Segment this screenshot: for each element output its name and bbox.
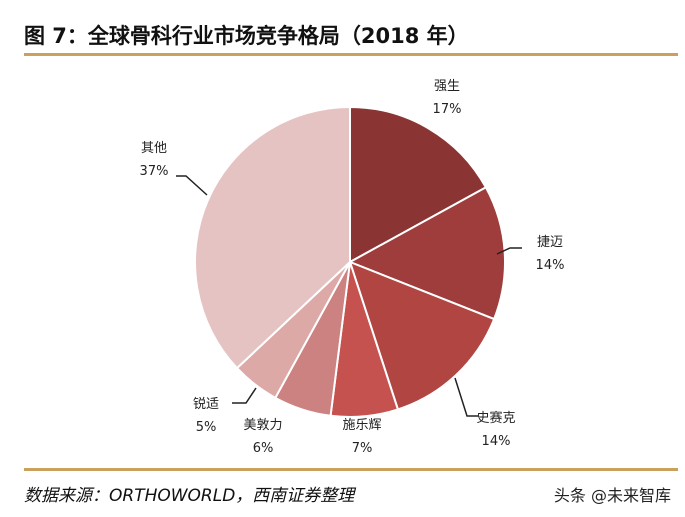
- value-label-史赛克: 14%: [482, 434, 511, 449]
- pie-slice-强生: [349, 105, 488, 264]
- category-label-美敦力: 美敦力: [243, 417, 282, 433]
- value-label-施乐辉: 7%: [352, 441, 373, 456]
- value-label-美敦力: 6%: [253, 441, 274, 456]
- value-label-强生: 17%: [433, 102, 462, 117]
- leader-line-其他: [176, 175, 208, 196]
- figure-title: 图 7：全球骨科行业市场竞争格局（2018 年）: [24, 24, 469, 48]
- value-label-锐适: 5%: [196, 420, 217, 435]
- leader-line-锐适: [232, 387, 257, 404]
- pie-slice-捷迈: [347, 185, 506, 321]
- category-label-史赛克: 史赛克: [476, 410, 515, 426]
- value-label-其他: 37%: [140, 164, 169, 179]
- category-label-施乐辉: 施乐辉: [342, 418, 381, 433]
- leader-line-捷迈: [496, 247, 522, 255]
- title-divider: [24, 53, 678, 56]
- value-label-捷迈: 14%: [536, 258, 565, 273]
- category-label-其他: 其他: [141, 141, 167, 156]
- watermark: 头条 @未来智库: [553, 486, 671, 505]
- category-label-捷迈: 捷迈: [537, 235, 563, 250]
- category-label-强生: 强生: [434, 79, 460, 94]
- source-note: 数据来源：ORTHOWORLD，西南证券整理: [24, 486, 355, 506]
- source-divider: [24, 468, 678, 471]
- leader-line-史赛克: [454, 377, 478, 417]
- pie-slice-其他: [194, 105, 351, 370]
- category-label-锐适: 锐适: [193, 397, 219, 412]
